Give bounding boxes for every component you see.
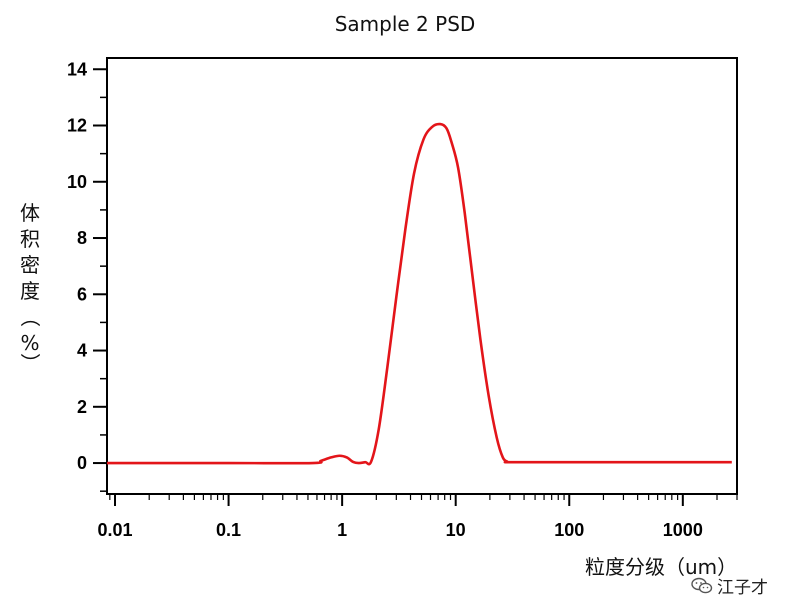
psd-series-line: [107, 122, 732, 466]
chart-title: Sample 2 PSD: [335, 12, 476, 36]
y-tick-label: 14: [67, 59, 87, 79]
y-axis-title-char: %: [20, 331, 39, 355]
y-axis-title-char: 积: [20, 227, 40, 251]
y-tick-label: 12: [67, 116, 87, 136]
y-tick-label: 0: [77, 453, 87, 473]
wechat-icon: [691, 577, 713, 593]
x-tick-label: 100: [554, 520, 584, 540]
x-tick-label: 0.1: [216, 520, 241, 540]
x-tick-label: 1000: [663, 520, 703, 540]
y-axis-title-char: 体: [20, 201, 40, 225]
watermark-text: 江子才: [717, 578, 768, 598]
x-tick-label: 10: [446, 520, 466, 540]
y-tick-label: 8: [77, 228, 87, 248]
plot-frame: [106, 57, 738, 495]
y-axis-title-char: （: [18, 307, 42, 327]
y-tick-label: 2: [77, 397, 87, 417]
y-axis-title-char: 度: [20, 279, 40, 303]
y-tick-label: 6: [77, 284, 87, 304]
x-axis: 0.01 0.1 1 10 100 1000: [97, 494, 738, 540]
y-axis: 0 2 4 6 8 10 12 14: [67, 59, 107, 492]
y-axis-title-char: 密: [20, 253, 40, 277]
y-tick-label: 4: [77, 341, 87, 361]
watermark: 江子才: [691, 573, 768, 598]
x-tick-label: 1: [337, 520, 347, 540]
x-tick-label: 0.01: [97, 520, 132, 540]
y-axis-title-char: ）: [18, 353, 42, 373]
y-tick-label: 10: [67, 172, 87, 192]
series-group: [106, 122, 732, 466]
x-axis-title: 粒度分级（um）: [585, 555, 737, 579]
